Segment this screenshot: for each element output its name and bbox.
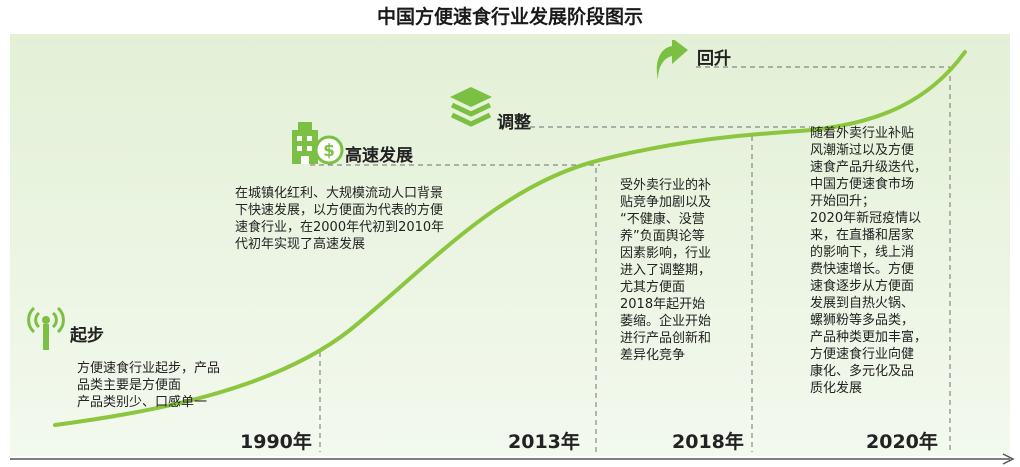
stage-label-start: 起步 — [70, 326, 104, 346]
background-band — [10, 34, 1010, 456]
year-label-1990: 1990年 — [240, 431, 312, 453]
signal-tower-icon — [26, 300, 66, 358]
stage-label-recovery: 回升 — [697, 49, 731, 69]
svg-text:$: $ — [323, 141, 335, 161]
page-title: 中国方便速食行业发展阶段图示 — [376, 6, 643, 28]
layers-icon — [448, 85, 494, 133]
growth-curve — [53, 50, 967, 427]
axis-arrow-icon — [1002, 453, 1015, 465]
stage-label-growth: 高速发展 — [345, 146, 413, 166]
year-label-2018: 2018年 — [672, 431, 744, 453]
stage-label-adjust: 调整 — [497, 113, 531, 133]
stage-desc-start: 方便速食行业起步，产品 品类主要是方便面 产品类别少、口感单一 — [77, 361, 221, 410]
year-label-2020: 2020年 — [866, 431, 938, 453]
arrow-up-icon — [650, 38, 690, 86]
year-label-2013: 2013年 — [508, 431, 580, 453]
money-building-icon: $ — [290, 120, 344, 170]
stage-desc-recovery: 随着外卖行业补贴 风潮渐过以及方便 速食产品升级迭代， 中国方便速食市场 开始回… — [810, 126, 928, 396]
stage-desc-growth: 在城镇化红利、大规模流动人口背景 下快速发展，以方便面为代表的方便 速食行业，在… — [235, 186, 445, 252]
stage-desc-adjust: 受外卖行业的补 贴竞争加剧以及 “不健康、没营 养”负面舆论等 因素影响，行业 … — [620, 178, 712, 363]
